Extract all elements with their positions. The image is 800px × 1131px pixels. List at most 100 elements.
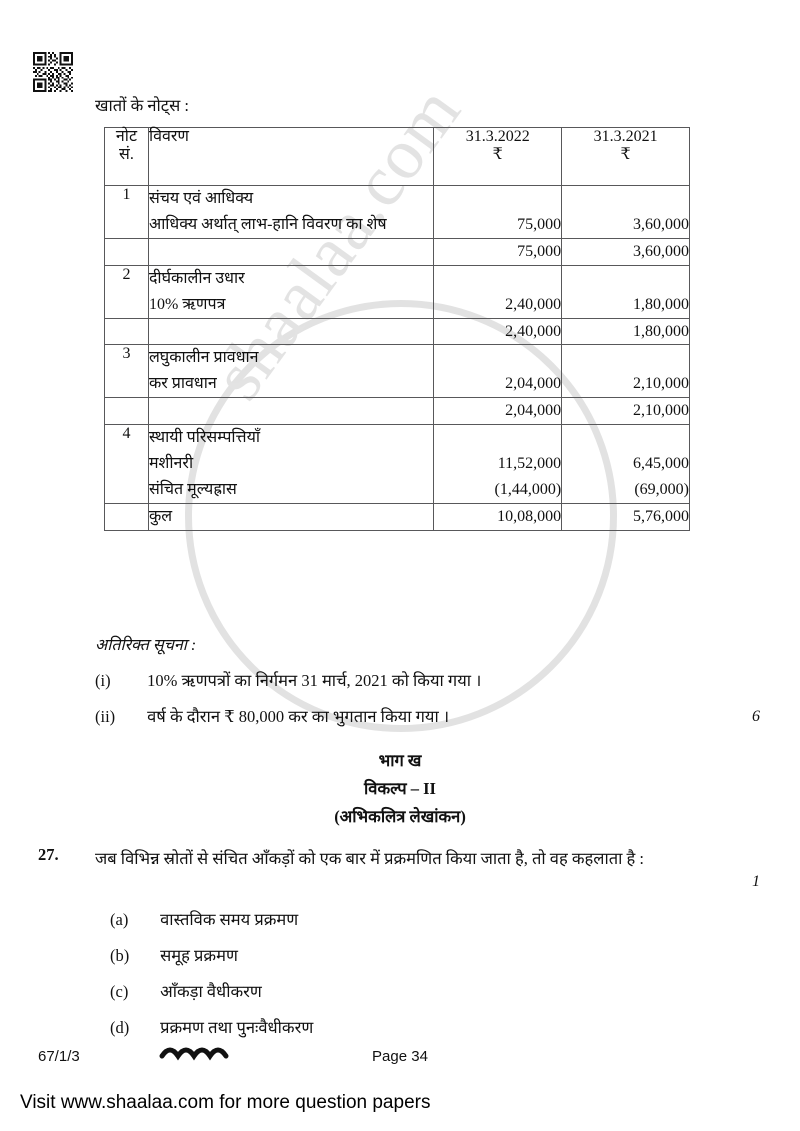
table-total-row: कुल 10,08,000 5,76,000 [104,502,690,531]
subtotal-2021: 2,10,000 [561,397,690,426]
item-marker: (ii) [95,707,116,726]
site-note: Visit www.shaalaa.com for more question … [20,1092,431,1113]
empty-cell [147,397,435,426]
subtotal-2021: 1,80,000 [561,317,690,346]
header-year-2021: 31.3.2021 ₹ [561,127,690,186]
question-option: (d) प्रक्रमण तथा पुनःवैधीकरण [110,1015,710,1038]
note-line-label: 10% ऋणपत्र [148,295,226,313]
table-row: 4 स्थायी परिसम्पत्तियाँ मशीनरी संचित मूल… [104,424,690,504]
note-amount-2022: 2,40,000 [433,264,563,319]
empty-cell [104,502,149,531]
note-amount-2021: 1,80,000 [561,264,690,319]
additional-information-item: (i) 10% ऋणपत्रों का निर्गमन 31 मार्च, 20… [95,668,715,691]
note-line-label: संचित मूल्यह्रास [148,480,237,498]
table-row: 3 लघुकालीन प्रावधान कर प्रावधान 2,04,000… [104,344,690,399]
option-text: आँकड़ा वैधीकरण [160,982,262,1001]
total-2022: 10,08,000 [433,502,563,531]
amount-value: 11,52,000 [497,455,562,473]
note-title-and-lines: स्थायी परिसम्पत्तियाँ मशीनरी संचित मूल्य… [147,424,435,504]
header-note-no-line2: सं. [119,145,134,163]
note-amount-2022: 11,52,000 (1,44,000) [433,424,563,504]
note-number: 4 [104,424,149,504]
amount-value: 2,10,000 [633,375,689,393]
item-text: 10% ऋणपत्रों का निर्गमन 31 मार्च, 2021 क… [147,671,482,690]
marks-question-27: 1 [752,873,760,890]
note-title: स्थायी परिसम्पत्तियाँ [148,429,261,447]
item-text: वर्ष के दौरान ₹ 80,000 कर का भुगतान किया… [147,707,450,726]
paper-code: 67/1/3 [38,1048,80,1065]
marks-question-26: 6 [752,708,760,725]
note-title-and-lines: संचय एवं आधिक्य आधिक्य अर्थात् लाभ-हानि … [147,185,435,239]
amount-value: 2,40,000 [505,295,562,313]
note-amount-2022: 75,000 [433,185,563,239]
question-option: (a) वास्तविक समय प्रक्रमण [110,907,710,930]
option-text: समूह प्रक्रमण [160,946,238,965]
note-line-label: आधिक्य अर्थात् लाभ-हानि विवरण का शेष [148,215,387,233]
additional-information-label: अतिरिक्त सूचना : [95,637,197,654]
note-line-label: मशीनरी [148,455,194,473]
table-subtotal-row: 2,04,000 2,10,000 [104,397,690,426]
header-year-2022: 31.3.2022 ₹ [433,127,563,186]
header-year-2022-date: 31.3.2022 [465,128,530,145]
subtotal-2021: 3,60,000 [561,237,690,266]
note-title: दीर्घकालीन उधार [148,269,245,287]
note-line-label: कर प्रावधान [148,375,217,393]
header-year-2022-unit: ₹ [492,145,503,163]
note-amount-2021: 6,45,000 (69,000) [561,424,690,504]
amount-value: 1,80,000 [633,295,689,313]
table-row: 2 दीर्घकालीन उधार 10% ऋणपत्र 2,40,000 1,… [104,264,690,319]
option-heading: विकल्प – II [364,779,436,798]
header-year-2021-date: 31.3.2021 [593,128,658,145]
option-marker: (b) [110,946,130,965]
subtotal-2022: 2,04,000 [433,397,563,426]
notes-to-accounts-heading: खातों के नोट्स : [95,96,189,115]
header-note-no-line1: नोट [115,128,138,145]
table-subtotal-row: 75,000 3,60,000 [104,237,690,266]
empty-cell [147,237,435,266]
additional-information-item: (ii) वर्ष के दौरान ₹ 80,000 कर का भुगतान… [95,704,715,727]
amount-value: 6,45,000 [633,455,689,473]
option-marker: (c) [110,982,129,1001]
header-year-2021-unit: ₹ [620,145,631,163]
item-marker: (i) [95,671,111,690]
amount-value: 3,60,000 [633,215,689,233]
question-option: (c) आँकड़ा वैधीकरण [110,979,710,1002]
question-text: जब विभिन्न स्रोतों से संचित आँकड़ों को ए… [95,849,645,868]
question-option: (b) समूह प्रक्रमण [110,943,710,966]
amount-value: 2,04,000 [505,375,562,393]
option-text: वास्तविक समय प्रक्रमण [160,910,299,929]
note-amount-2021: 3,60,000 [561,185,690,239]
empty-cell [147,317,435,346]
amount-value: (69,000) [634,480,689,498]
note-title: लघुकालीन प्रावधान [148,349,259,367]
total-label: कुल [147,502,435,531]
subtotal-2022: 75,000 [433,237,563,266]
note-amount-2021: 2,10,000 [561,344,690,399]
option-marker: (d) [110,1018,130,1037]
amount-value: 75,000 [517,215,562,233]
table-row: 1 संचय एवं आधिक्य आधिक्य अर्थात् लाभ-हान… [104,185,690,239]
table-header-row: नोट सं. विवरण 31.3.2022 ₹ 31.3.2021 ₹ [104,127,690,186]
empty-cell [104,237,149,266]
empty-cell [104,397,149,426]
table-subtotal-row: 2,40,000 1,80,000 [104,317,690,346]
note-title-and-lines: दीर्घकालीन उधार 10% ऋणपत्र [147,264,435,319]
note-title: संचय एवं आधिक्य [148,190,254,207]
header-note-no: नोट सं. [104,127,149,186]
note-number: 3 [104,344,149,399]
page-label: Page 34 [372,1048,428,1065]
total-2021: 5,76,000 [561,502,690,531]
header-particulars: विवरण [147,127,435,186]
empty-cell [104,317,149,346]
notes-to-accounts-table: नोट सं. विवरण 31.3.2022 ₹ 31.3.2021 ₹ 1 [104,127,690,531]
option-marker: (a) [110,910,129,929]
note-number: 2 [104,264,149,319]
qr-code-icon [33,52,73,92]
note-amount-2022: 2,04,000 [433,344,563,399]
option-subject-heading: (अभिकलित्र लेखांकन) [334,807,466,826]
question-number: 27. [38,845,59,864]
wavy-divider-icon [158,1042,278,1066]
part-heading: भाग ख [378,751,422,770]
option-text: प्रक्रमण तथा पुनःवैधीकरण [160,1018,314,1037]
